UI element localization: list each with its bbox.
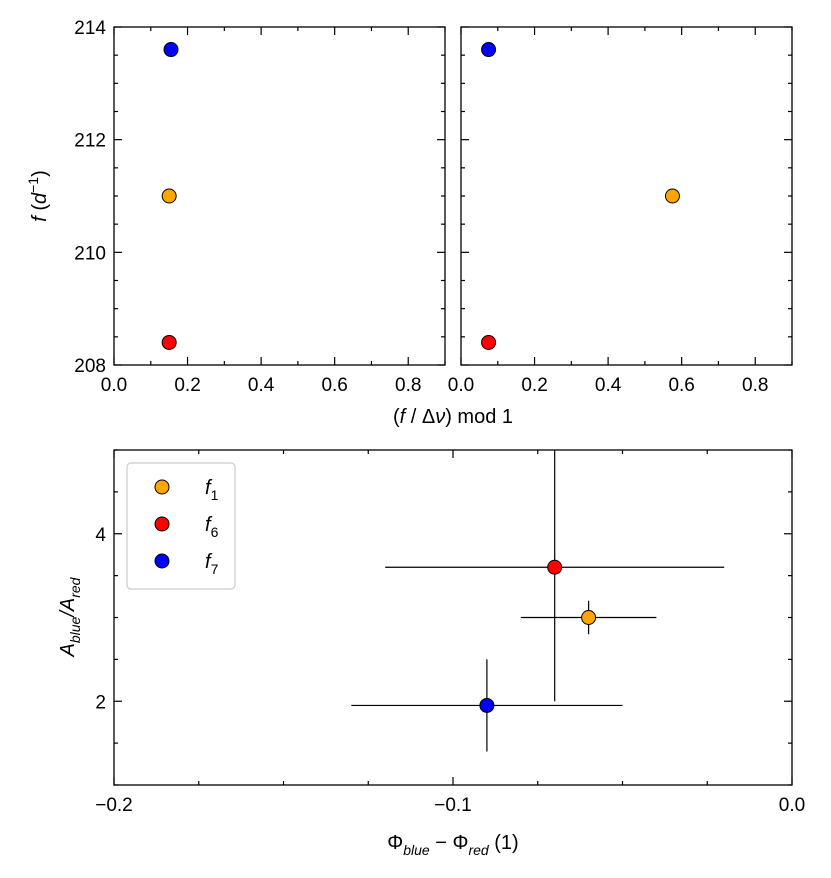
top-ylabel-exponent: −1 <box>25 177 41 193</box>
top-ylabel-f: f <box>29 214 51 222</box>
top-y-axis-label: f (d−1) <box>25 170 51 222</box>
legend-marker-f7 <box>154 553 170 569</box>
y-tick-label-bot: 4 <box>95 525 106 546</box>
x-tick-label-tr: 0.2 <box>521 375 547 396</box>
bottom-ylabel-sub-blue: blue <box>67 616 83 643</box>
x-tick-label-tr: 0.6 <box>668 375 694 396</box>
point-bot-f1 <box>581 610 597 625</box>
point-bot-f7 <box>479 697 495 713</box>
bottom-ylabel-a1: A <box>57 643 79 657</box>
points-layer <box>161 42 680 713</box>
top-right-frame <box>460 26 793 366</box>
bottom-x-axis-label: Φblue − Φred (1) <box>387 832 518 858</box>
point-bot-f6 <box>547 559 563 575</box>
legend-label-f6: f6 <box>205 514 219 540</box>
top-xlabel-f: f <box>400 406 408 428</box>
ticks-layer <box>113 26 793 786</box>
x-tick-label-tr: 0.4 <box>595 375 622 396</box>
y-tick-label-tl: 214 <box>74 18 106 39</box>
y-tick-label-tl: 212 <box>74 131 106 152</box>
point-tl-f7 <box>163 42 179 58</box>
bottom-ylabel-slash: /A <box>57 598 79 619</box>
top-xlabel-close: ) mod 1 <box>445 406 513 428</box>
x-tick-label-tl: 0.8 <box>395 375 421 396</box>
top-x-axis-label: (f / Δν) mod 1 <box>393 406 513 428</box>
bottom-ylabel-sub-red: red <box>67 576 83 597</box>
errorbars-layer <box>351 450 725 752</box>
bottom-xlabel-tail: (1) <box>489 832 519 854</box>
point-tr-f1 <box>664 188 680 204</box>
point-tl-f6 <box>161 334 177 350</box>
legend-box <box>126 462 236 590</box>
tick-labels-layer: 0.0 0.2 0.4 0.6 0.8 208 210 212 214 0.0 0.2 0.4 0.6 0… <box>74 18 805 816</box>
top-xlabel-open: ( <box>393 406 400 428</box>
x-tick-label-tl: 0.4 <box>248 375 275 396</box>
legend: f1 f6 f7 <box>126 462 236 590</box>
x-tick-label-tl: 0.2 <box>174 375 200 396</box>
bottom-xlabel-minus: − Φ <box>430 832 469 854</box>
top-xlabel-mid: / Δ <box>405 406 435 428</box>
legend-marker-f1 <box>154 479 170 495</box>
y-tick-label-bot: 2 <box>95 692 106 713</box>
x-tick-label-bot: −0.2 <box>95 795 133 816</box>
point-tr-f6 <box>481 334 497 350</box>
x-tick-label-bot: 0.0 <box>779 795 805 816</box>
x-tick-label-bot: −0.1 <box>434 795 472 816</box>
bottom-xlabel-sub-blue: blue <box>403 842 430 858</box>
legend-label-f7: f7 <box>205 551 219 577</box>
point-tl-f1 <box>161 188 177 204</box>
top-xlabel-nu: ν <box>435 406 445 428</box>
x-tick-label-tl: 0.0 <box>101 375 127 396</box>
bottom-xlabel-phi1: Φ <box>387 832 403 854</box>
y-tick-label-tl: 208 <box>74 356 106 377</box>
top-ylabel-d: d <box>29 192 51 204</box>
bottom-xlabel-sub-red: red <box>468 842 489 858</box>
legend-marker-f6 <box>154 516 170 532</box>
y-tick-label-tl: 210 <box>74 243 106 264</box>
x-tick-label-tr: 0.8 <box>742 375 768 396</box>
point-tr-f7 <box>481 42 497 58</box>
bottom-y-axis-label: Ablue/Ared <box>57 576 83 657</box>
legend-label-f1: f1 <box>205 477 219 503</box>
x-tick-label-tr: 0.0 <box>448 375 474 396</box>
x-tick-label-tl: 0.6 <box>321 375 347 396</box>
